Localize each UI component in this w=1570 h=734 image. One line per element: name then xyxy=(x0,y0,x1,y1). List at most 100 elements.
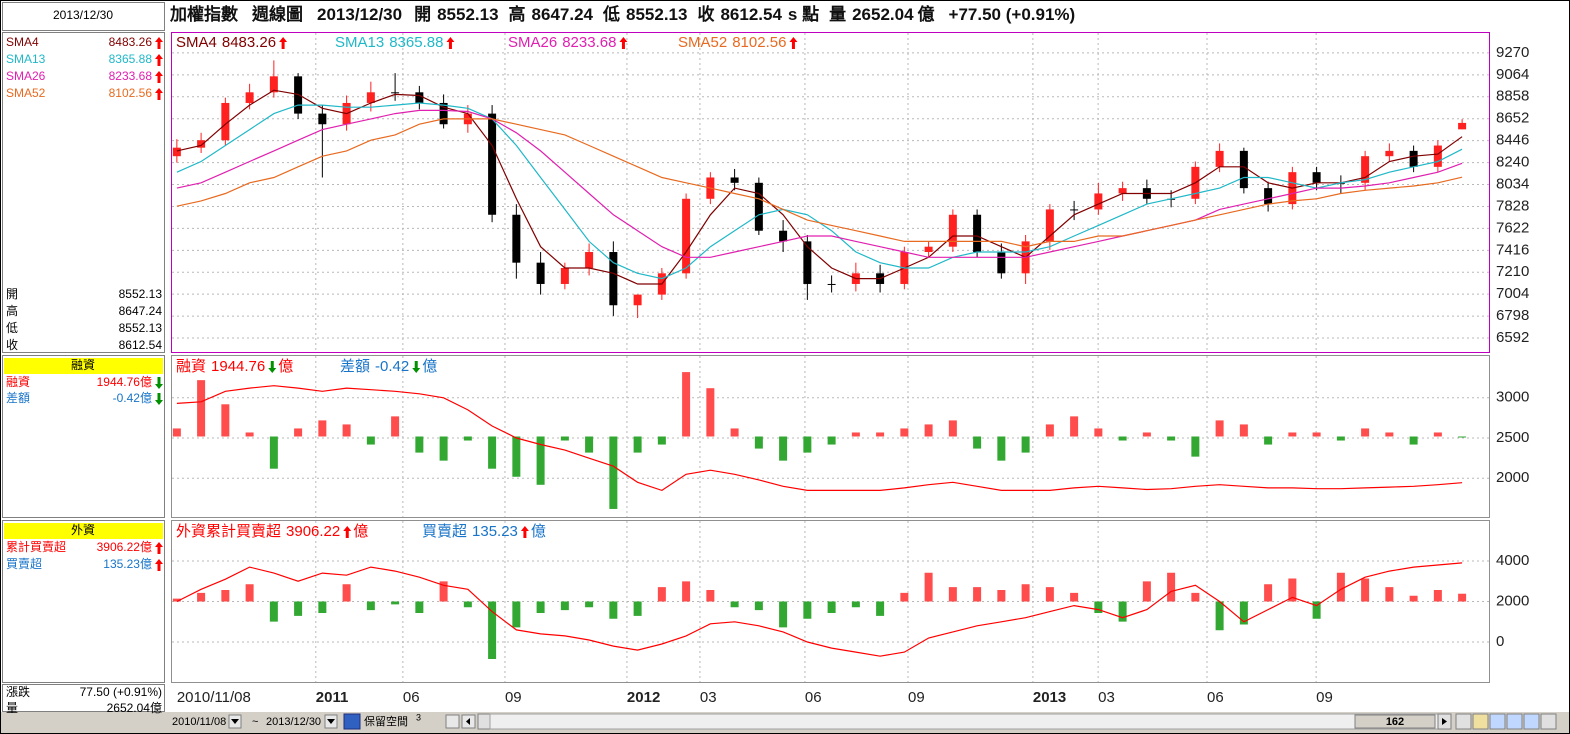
sidebar-series-value-part: 億 xyxy=(140,540,152,554)
bar xyxy=(366,601,375,611)
bar xyxy=(439,581,448,602)
sidebar-series-value-part: 億 xyxy=(140,375,152,389)
y-tick-label: 7828 xyxy=(1496,197,1529,214)
bar xyxy=(318,420,327,437)
bar xyxy=(221,590,230,602)
candle-body xyxy=(318,113,327,125)
bar xyxy=(1021,436,1030,453)
y-tick-label: 8034 xyxy=(1496,175,1529,192)
dropdown-arrow xyxy=(327,719,335,724)
x-tick-label: 03 xyxy=(1098,689,1115,706)
margin-title-bg xyxy=(4,358,163,374)
y-tick-label: 2000 xyxy=(1496,592,1529,609)
header-text-part: 開 xyxy=(414,5,431,24)
sidebar-series-name: SMA52 xyxy=(6,86,46,100)
bar xyxy=(1264,436,1273,445)
bar xyxy=(269,601,278,622)
legend-entry-part: SMA26 xyxy=(508,34,557,51)
header-text-part: 8552.13 xyxy=(437,5,498,24)
candle-body xyxy=(1215,150,1224,167)
bar xyxy=(1433,432,1442,437)
candle-body xyxy=(1094,193,1103,210)
candle-body xyxy=(779,230,788,242)
candle-body xyxy=(560,267,569,284)
bar xyxy=(827,436,836,445)
header-text-part: 量 xyxy=(829,4,846,24)
candle-body xyxy=(172,147,181,157)
tool-button[interactable] xyxy=(1506,713,1523,730)
bar xyxy=(609,436,618,509)
scrollbar-track[interactable] xyxy=(489,713,1439,730)
zoom-button[interactable] xyxy=(445,714,460,729)
legend-entry: SMA13 8365.88 xyxy=(335,34,443,51)
tool-button[interactable] xyxy=(1540,713,1557,730)
legend-unit: 億 xyxy=(353,523,368,540)
sidebar-series-name: SMA26 xyxy=(6,69,46,83)
bar xyxy=(342,424,351,437)
bar xyxy=(1142,581,1151,602)
bar xyxy=(1409,595,1418,602)
bar xyxy=(948,420,957,437)
legend-entry-part: 8365.88 xyxy=(389,34,443,51)
candle-body xyxy=(439,102,448,125)
candle-body xyxy=(245,92,254,103)
bar xyxy=(754,436,763,449)
bar xyxy=(876,601,885,616)
sidebar-series-value: 8483.26 xyxy=(109,35,153,49)
candle-body xyxy=(827,283,836,285)
bar xyxy=(415,436,424,453)
bar xyxy=(1361,578,1370,602)
candle-body xyxy=(948,214,957,247)
toolbar-count: 162 xyxy=(1386,716,1404,728)
tool-button[interactable] xyxy=(1455,713,1472,730)
header-text-part: 億 xyxy=(918,4,935,24)
candle-body xyxy=(997,252,1006,274)
up-arrow xyxy=(279,37,288,49)
volume-label: 量 xyxy=(6,701,18,715)
bar xyxy=(754,601,763,611)
toolbar-reserve[interactable]: 保留空間 xyxy=(364,714,408,728)
sidebar-ohlc-label: 高 xyxy=(6,303,18,318)
sidebar-series-name: 融資 xyxy=(6,375,30,389)
candle-body xyxy=(1045,209,1054,242)
legend-entry-part: 8102.56 xyxy=(732,34,786,51)
reserve-icon[interactable] xyxy=(343,713,361,730)
summary-box xyxy=(2,684,165,712)
bar xyxy=(1167,436,1176,441)
tool-button[interactable] xyxy=(1523,713,1540,730)
balance-line xyxy=(176,562,1463,657)
bar xyxy=(536,601,545,613)
bar xyxy=(827,601,836,613)
prev-button[interactable] xyxy=(477,713,491,730)
scrollbar-thumb[interactable] xyxy=(1354,714,1436,729)
bar xyxy=(1142,432,1151,437)
bar xyxy=(706,388,715,437)
header-text-part: 收 xyxy=(697,4,714,24)
bar xyxy=(536,436,545,485)
bar xyxy=(172,428,181,437)
tool-button[interactable] xyxy=(1489,713,1506,730)
y-tick-label: 7416 xyxy=(1496,241,1529,258)
candle-body xyxy=(1409,150,1418,167)
sidebar-series-value-part: 億 xyxy=(140,391,152,405)
down-arrow xyxy=(268,361,277,373)
bar xyxy=(1336,572,1345,602)
tool-button[interactable] xyxy=(1472,713,1489,730)
bar xyxy=(488,436,497,469)
legend-entry-part: 3906.22 xyxy=(286,523,340,540)
bar xyxy=(851,601,860,608)
up-arrow xyxy=(155,88,163,100)
bar xyxy=(245,432,254,437)
candle-body xyxy=(1385,150,1394,157)
bar xyxy=(1312,601,1321,619)
right-arrow xyxy=(1442,718,1447,725)
sidebar-series-value-part: 135.23 xyxy=(103,557,140,571)
bar xyxy=(924,424,933,437)
margin-info-box xyxy=(2,355,165,518)
legend-entry: 外資累計買賣超 3906.22 xyxy=(176,523,340,540)
legend-entry-part: -0.42 xyxy=(375,358,409,375)
price-info-box xyxy=(2,32,165,353)
sidebar-date: 2013/12/30 xyxy=(53,8,113,22)
candle-body xyxy=(1361,156,1370,183)
candle-body xyxy=(803,241,812,284)
